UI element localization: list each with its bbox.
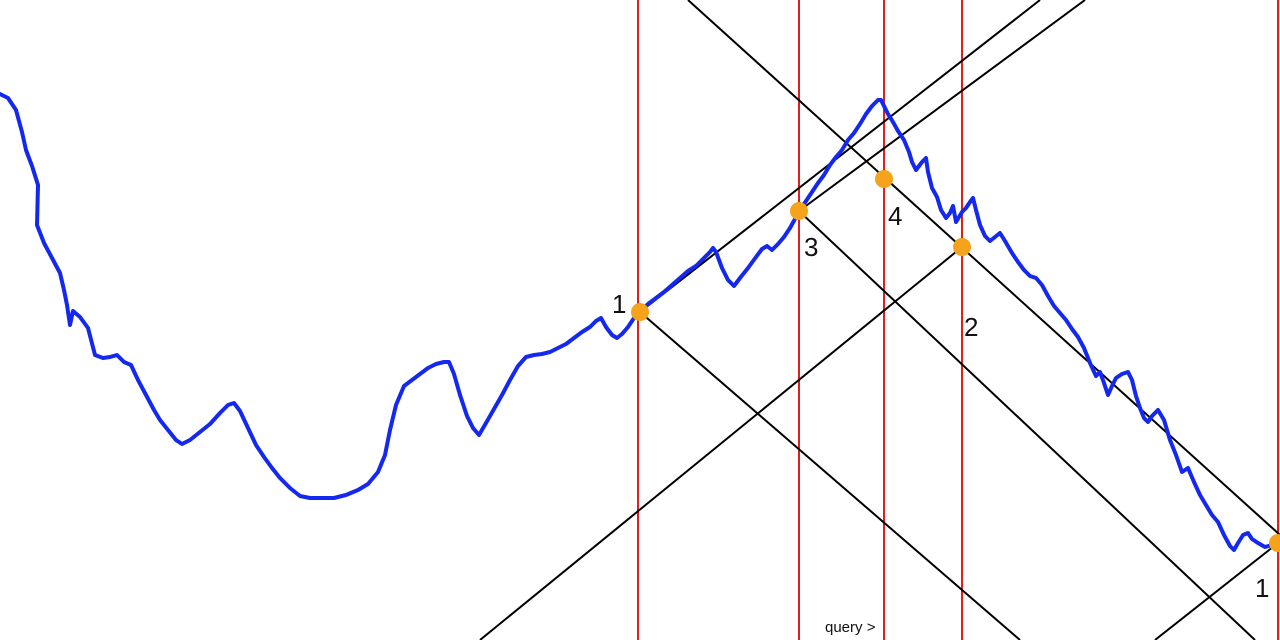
marker-point-1: [631, 303, 649, 321]
diagonal-down-from-point-3: [798, 210, 1256, 640]
diagonal-up-from-point-1: [639, 0, 1041, 313]
diagonal-down-left-from-point-2: [479, 246, 963, 640]
point-label-4: 4: [888, 201, 902, 231]
point-label-edge: 1: [1255, 573, 1269, 603]
diagonal-down-left-from-edge-point: [1154, 542, 1279, 640]
diagonal-lines: [479, 0, 1280, 640]
point-label-1: 1: [612, 289, 626, 319]
markers: [631, 170, 1280, 552]
diagonal-through-point-4: [687, 0, 1280, 536]
point-label-2: 2: [964, 312, 978, 342]
query-label: query >: [825, 619, 876, 636]
price-line: [0, 92, 1280, 552]
marker-point-2: [953, 238, 971, 256]
point-labels: 1 2 3 4 1: [612, 201, 1269, 603]
marker-point-4: [875, 170, 893, 188]
marker-point-3: [790, 202, 808, 220]
point-label-3: 3: [804, 232, 818, 262]
marker-point-edge: [1269, 534, 1280, 552]
diagonal-down-from-point-1: [639, 311, 1021, 640]
diagonal-up-from-point-3: [798, 0, 1086, 212]
